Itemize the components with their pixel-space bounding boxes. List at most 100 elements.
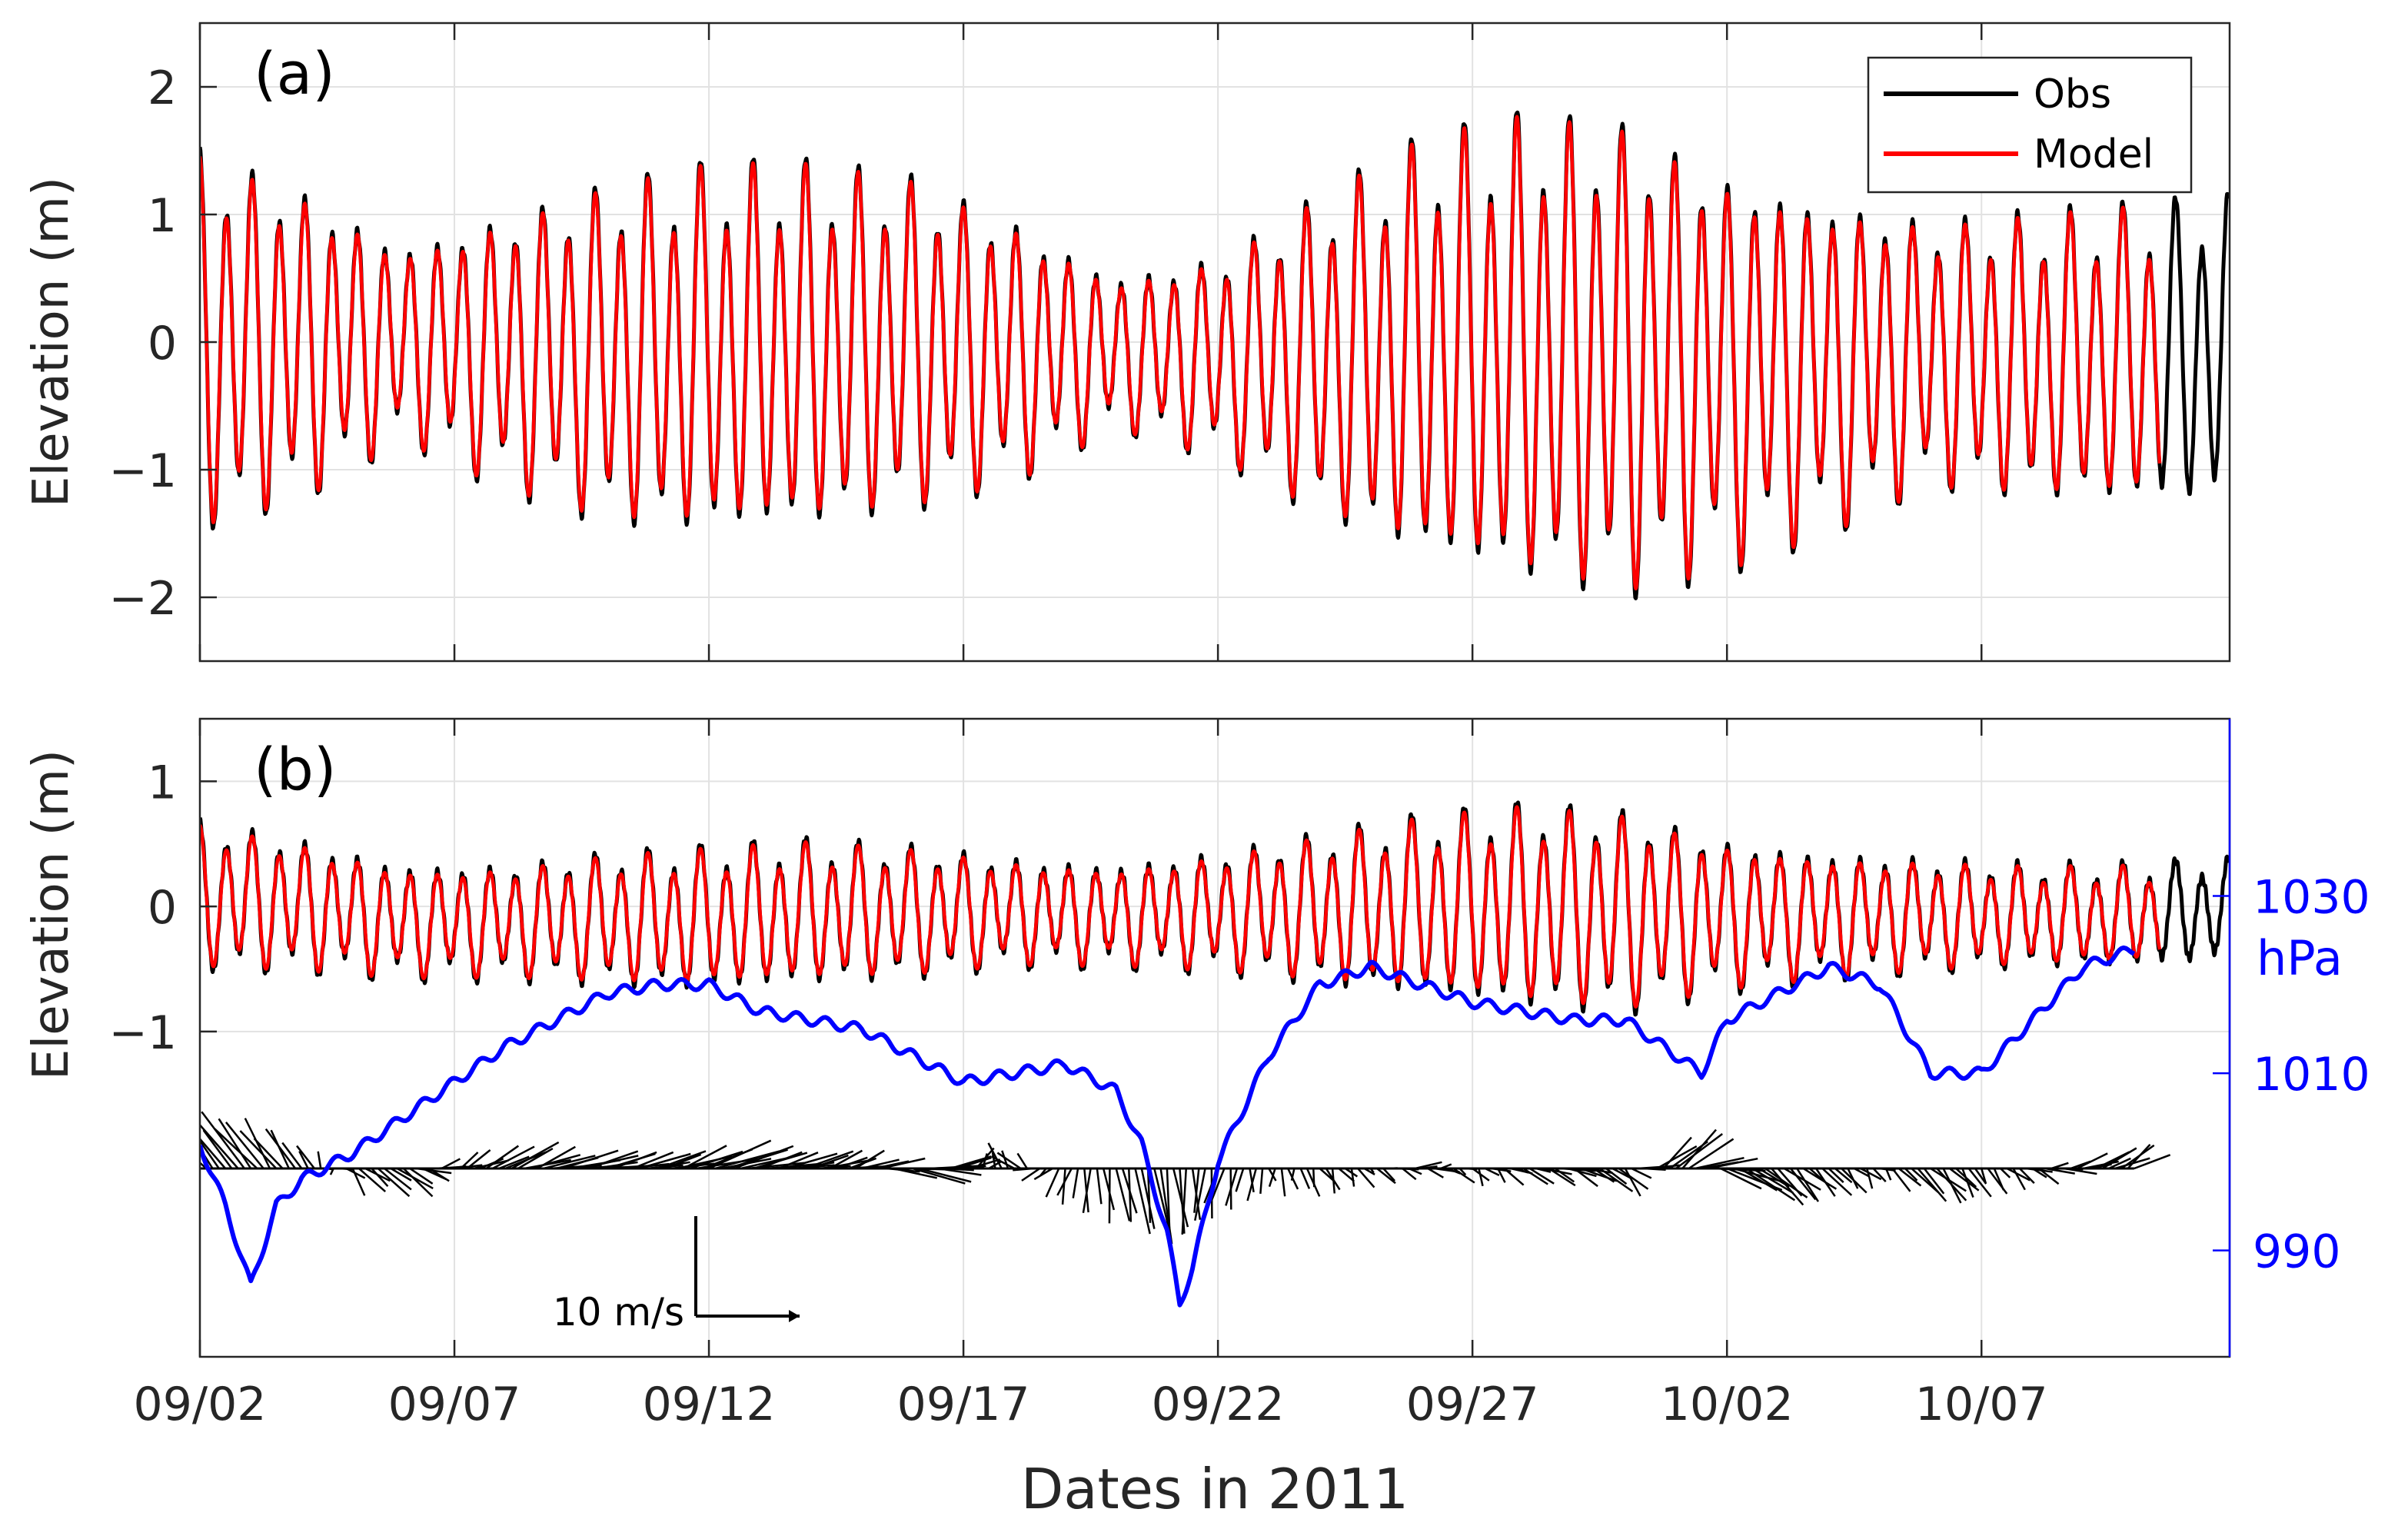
- x-tick-label-3: 09/17: [897, 1378, 1030, 1431]
- wind-stick-235: [1695, 1156, 1744, 1170]
- wind-stick-76: [683, 1145, 727, 1170]
- wind-stick-47: [498, 1155, 530, 1170]
- legend: Obs Model: [1867, 56, 2193, 194]
- wind-stick-191: [1415, 1161, 1442, 1170]
- wind-stick-36: [428, 1167, 450, 1182]
- wind-stick-275: [1949, 1168, 1980, 1192]
- wind-stick-230: [1662, 1136, 1692, 1169]
- wind-stick-193: [1427, 1167, 1444, 1178]
- wind-stick-167: [1259, 1168, 1264, 1195]
- pressure-unit-label: hPa: [2257, 930, 2343, 986]
- wind-stick-182: [1357, 1168, 1375, 1188]
- legend-model-label: Model: [2034, 131, 2154, 178]
- wind-stick-45: [485, 1145, 520, 1170]
- wind-stick-207: [1516, 1167, 1528, 1174]
- wind-stick-131: [1013, 1167, 1034, 1172]
- wind-stick-6: [200, 1123, 239, 1169]
- wind-stick-282: [1993, 1168, 2005, 1191]
- wind-stick-129: [996, 1152, 1022, 1170]
- wind-stick-172: [1290, 1168, 1295, 1181]
- wind-stick-218: [1586, 1167, 1613, 1175]
- wind-stick-188: [1395, 1167, 1419, 1171]
- wind-stick-178: [1331, 1168, 1336, 1194]
- wind-stick-263: [1872, 1168, 1887, 1182]
- x-axis-label: Dates in 2011: [1021, 1457, 1409, 1521]
- wind-stick-229: [1656, 1145, 1698, 1170]
- wind-stick-209: [1528, 1167, 1555, 1185]
- wind-stick-81: [715, 1150, 780, 1170]
- wind-stick-234: [1688, 1138, 1734, 1170]
- wind-stick-244: [1751, 1167, 1794, 1194]
- panel-a-ytick-label-2: 0: [148, 317, 177, 371]
- panel-a-ytick-label-0: −2: [109, 572, 177, 626]
- wind-stick-68: [632, 1151, 674, 1170]
- wind-stick-27: [371, 1168, 389, 1188]
- wind-stick-13: [253, 1138, 284, 1169]
- x-tick-label-1: 09/07: [388, 1378, 521, 1431]
- wind-stick-138: [1072, 1168, 1079, 1198]
- wind-stick-112: [912, 1167, 966, 1185]
- wind-stick-233: [1681, 1128, 1717, 1169]
- wind-stick-113: [918, 1167, 972, 1183]
- wind-stick-147: [1134, 1168, 1151, 1235]
- wind-stick-181: [1350, 1168, 1355, 1187]
- x-tick-labels: 09/02 09/07 09/12 09/17 09/22 09/27 10/02 10/07: [134, 1378, 2048, 1431]
- wind-stick-28: [377, 1168, 411, 1198]
- wind-stick-192: [1421, 1165, 1438, 1170]
- wind-stick-142: [1102, 1168, 1116, 1211]
- wind-stick-221: [1605, 1168, 1628, 1185]
- wind-stick-60: [581, 1155, 639, 1170]
- wind-stick-117: [944, 1167, 974, 1172]
- wind-stick-290: [2044, 1167, 2075, 1175]
- wind-stick-237: [1708, 1157, 1758, 1170]
- legend-box: [1867, 56, 2193, 194]
- wind-stick-260: [1854, 1167, 1870, 1178]
- panel-a-ytick-label-3: 1: [148, 189, 177, 243]
- wind-stick-72: [657, 1150, 707, 1170]
- wind-stick-232: [1675, 1132, 1723, 1170]
- wind-stick-267: [1897, 1168, 1922, 1187]
- wind-stick-100: [836, 1156, 868, 1170]
- wind-stick-9: [214, 1128, 258, 1169]
- wind-stick-33: [409, 1167, 434, 1185]
- wind-stick-57: [562, 1149, 619, 1170]
- wind-stick-121: [970, 1158, 1001, 1170]
- x-tick-label-0: 09/02: [134, 1378, 267, 1431]
- wind-stick-80: [708, 1139, 772, 1170]
- wind-stick-213: [1555, 1167, 1575, 1183]
- wind-stick-190: [1408, 1167, 1422, 1175]
- wind-stick-141: [1096, 1168, 1103, 1205]
- wind-stick-242: [1739, 1167, 1778, 1192]
- wind-scale-label: 10 m/s: [553, 1290, 684, 1335]
- wind-stick-128: [990, 1155, 1015, 1170]
- panel-b-ytick-label-0: −1: [109, 1006, 177, 1060]
- panel-b-ylabel: Elevation (m): [23, 750, 80, 1080]
- wind-stick-239: [1720, 1167, 1762, 1190]
- wind-stick-143: [1108, 1168, 1111, 1224]
- wind-stick-304: [2134, 1154, 2171, 1170]
- wind-stick-274: [1942, 1168, 1962, 1204]
- wind-stick-104: [861, 1158, 900, 1170]
- wind-stick-123: [981, 1153, 988, 1169]
- wind-stick-211: [1542, 1167, 1572, 1175]
- wind-stick-256: [1828, 1168, 1844, 1183]
- wind-stick-12: [239, 1130, 278, 1169]
- wind-stick-214: [1561, 1167, 1596, 1172]
- wind-stick-248: [1777, 1168, 1803, 1197]
- wind-stick-155: [1181, 1168, 1188, 1235]
- wind-stick-249: [1784, 1167, 1821, 1191]
- wind-stick-8: [218, 1118, 252, 1169]
- wind-stick-16: [281, 1142, 303, 1169]
- wind-stick-164: [1235, 1168, 1245, 1192]
- wind-stick-300: [2108, 1157, 2131, 1170]
- wind-stick-150: [1153, 1168, 1172, 1235]
- wind-stick-135: [1045, 1168, 1060, 1198]
- wind-stick-148: [1140, 1168, 1156, 1229]
- wind-scale: 10 m/s: [553, 1216, 800, 1335]
- wind-stick-49: [511, 1141, 560, 1170]
- wind-stick-17: [298, 1150, 309, 1169]
- wind-stick-52: [530, 1154, 581, 1170]
- wind-stick-152: [1166, 1168, 1171, 1237]
- wind-stick-132: [1021, 1167, 1041, 1182]
- panel-b-background: [200, 719, 2230, 1357]
